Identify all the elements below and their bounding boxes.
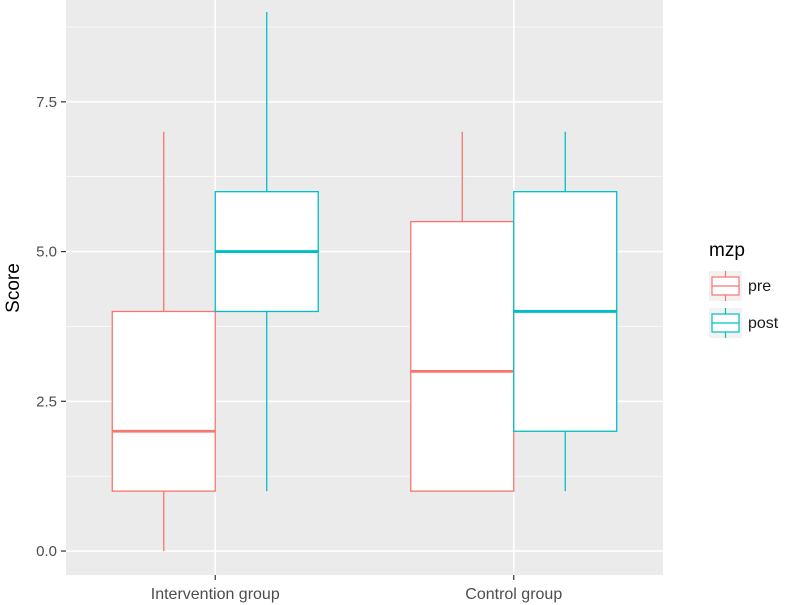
y-tick-label: 5.0: [36, 244, 57, 261]
legend: mzp pre post: [709, 240, 779, 338]
box-post: [513, 131, 618, 492]
legend-label: pre: [748, 278, 771, 295]
y-axis-title: Score: [3, 263, 24, 313]
legend-label: post: [748, 315, 779, 332]
box-iqr: [410, 220, 515, 492]
y-tick-label: 2.5: [36, 393, 57, 410]
y-tick-label: 7.5: [36, 94, 57, 111]
box-pre: [111, 131, 216, 552]
x-axis: Intervention group Control group: [151, 575, 562, 603]
legend-title: mzp: [709, 240, 745, 261]
y-tick-label: 0.0: [36, 543, 57, 560]
x-tick-label: Intervention group: [151, 586, 280, 603]
x-tick-label: Control group: [465, 586, 562, 603]
box-pre: [410, 131, 515, 492]
legend-item-pre: pre: [709, 271, 771, 301]
boxes: [111, 11, 618, 552]
legend-item-post: post: [709, 308, 779, 338]
y-axis: 0.0 2.5 5.0 7.5: [36, 94, 66, 560]
box-iqr: [111, 310, 216, 492]
box-post: [214, 11, 319, 492]
